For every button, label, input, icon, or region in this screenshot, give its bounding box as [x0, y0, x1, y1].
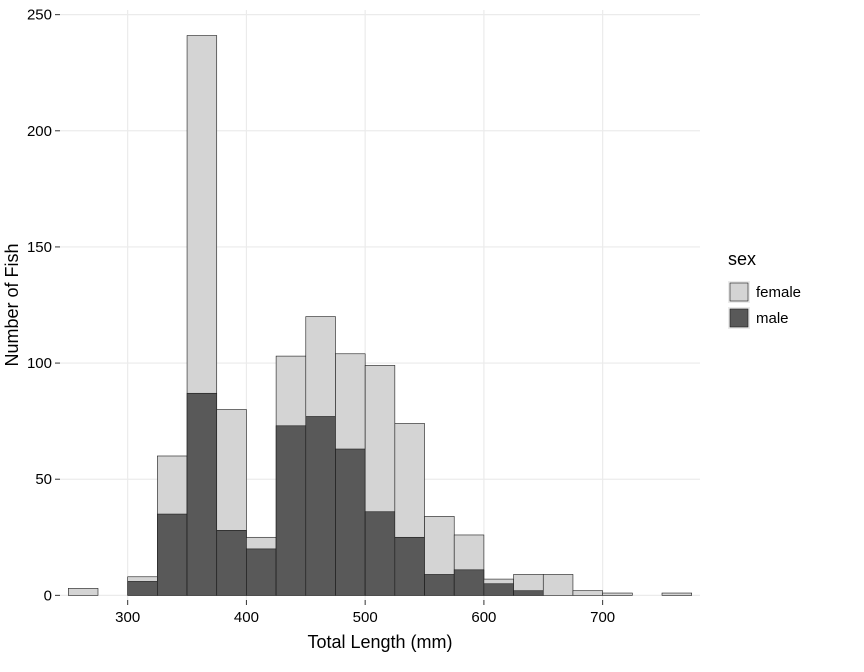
bar-female	[68, 588, 98, 595]
bar-male	[425, 574, 455, 595]
bar-male	[187, 393, 217, 595]
legend-label: female	[756, 284, 801, 301]
bar-male	[395, 537, 425, 595]
bar-male	[365, 512, 395, 596]
y-tick-label: 200	[27, 123, 52, 140]
histogram-chart: 300 400 500 600 700 0 50 100 150 200 250 Total Leng…	[0, 0, 864, 672]
y-axis-title: Number of Fish	[2, 243, 22, 366]
y-tick-label: 50	[35, 471, 52, 488]
x-tick-label: 600	[471, 609, 496, 626]
y-tick-label: 100	[27, 355, 52, 372]
bar-female	[603, 593, 633, 595]
y-tick-label: 0	[44, 587, 52, 604]
bar-female	[662, 593, 692, 595]
bar-male	[246, 549, 276, 595]
bar-male	[157, 514, 187, 595]
x-tick-label: 500	[353, 609, 378, 626]
y-tick-label: 250	[27, 7, 52, 24]
legend: sexfemale male	[728, 249, 801, 329]
x-tick-label: 700	[590, 609, 615, 626]
legend-swatch	[730, 309, 748, 327]
bar-female	[543, 574, 573, 595]
legend-swatch	[730, 283, 748, 301]
y-tick-label: 150	[27, 239, 52, 256]
bar-male	[217, 530, 247, 595]
x-tick-label: 300	[115, 609, 140, 626]
bar-male	[484, 584, 514, 596]
x-axis-title: Total Length (mm)	[307, 632, 452, 652]
x-tick-label: 400	[234, 609, 259, 626]
bar-male	[276, 426, 306, 596]
legend-label: male	[756, 310, 789, 327]
chart-svg: 300 400 500 600 700 0 50 100 150 200 250 Total Leng…	[0, 0, 864, 672]
bar-female	[573, 591, 603, 596]
bar-male	[128, 581, 158, 595]
bar-male	[335, 449, 365, 595]
legend-title: sex	[728, 249, 756, 269]
bar-male	[454, 570, 484, 596]
bar-male	[514, 591, 544, 596]
bar-male	[306, 416, 336, 595]
